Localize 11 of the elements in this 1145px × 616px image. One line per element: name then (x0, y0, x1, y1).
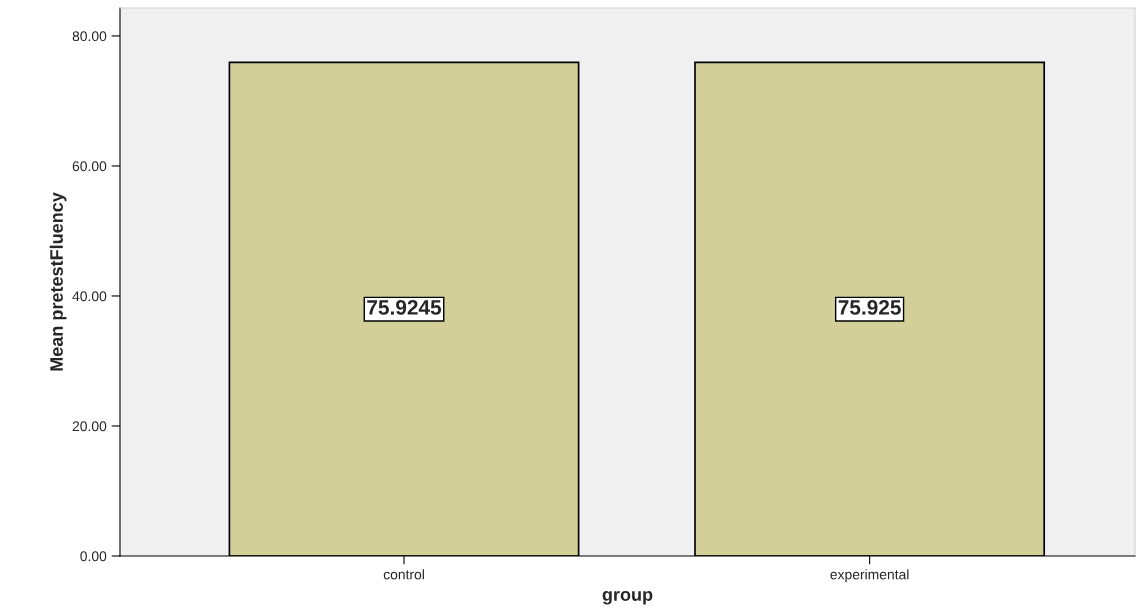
y-tick-label: 0.00 (80, 551, 107, 562)
data-label: 75.9245 (367, 300, 442, 315)
y-tick-label: 60.00 (72, 161, 107, 172)
y-axis-title: Mean pretestFluency (49, 192, 67, 371)
y-tick-label: 80.00 (72, 31, 107, 42)
x-axis-title: group (602, 590, 653, 605)
x-tick-label: experimental (830, 569, 909, 583)
x-tick-label: control (383, 569, 424, 580)
data-label: 75.925 (838, 300, 901, 315)
y-tick-label: 40.00 (72, 291, 107, 302)
y-tick-label: 20.00 (72, 421, 107, 432)
